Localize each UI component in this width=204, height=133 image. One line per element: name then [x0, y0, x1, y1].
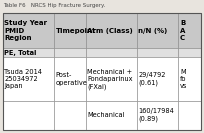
Bar	[86, 13, 137, 48]
Text: PE, Total: PE, Total	[4, 50, 37, 56]
Bar	[54, 57, 86, 101]
Bar	[178, 101, 201, 130]
Text: Mechanical +
Fondaparinux
(FXal): Mechanical + Fondaparinux (FXal)	[88, 69, 133, 90]
Text: 29/4792
(0.61): 29/4792 (0.61)	[139, 72, 166, 86]
Text: Arm (Class): Arm (Class)	[88, 28, 133, 34]
Bar	[54, 13, 86, 48]
Bar	[137, 101, 178, 130]
Bar	[86, 101, 137, 130]
Bar	[3, 13, 201, 130]
Bar	[137, 48, 178, 57]
Bar	[178, 48, 201, 57]
Bar	[178, 57, 201, 101]
Bar	[86, 57, 137, 101]
Bar	[54, 48, 86, 57]
Bar	[54, 101, 86, 130]
Bar	[137, 57, 178, 101]
Bar	[3, 101, 54, 130]
Bar	[137, 13, 178, 48]
Bar	[86, 48, 137, 57]
Text: Timepoint: Timepoint	[55, 28, 96, 34]
Text: n/N (%): n/N (%)	[139, 28, 168, 34]
Text: Table F6   NRCS Hip Fracture Surgery.: Table F6 NRCS Hip Fracture Surgery.	[3, 3, 105, 8]
Bar	[3, 57, 54, 101]
Bar	[178, 13, 201, 48]
Text: B
A
C: B A C	[180, 20, 185, 41]
Text: Post-
operative: Post- operative	[55, 72, 87, 86]
Text: Study Year
PMID
Region: Study Year PMID Region	[4, 20, 48, 41]
Text: 160/17984
(0.89): 160/17984 (0.89)	[139, 109, 174, 122]
Bar	[3, 13, 54, 48]
Text: Mechanical: Mechanical	[88, 112, 125, 118]
Bar	[3, 48, 54, 57]
Text: M
fo
vs: M fo vs	[180, 69, 187, 89]
Text: Tsuda 2014
25034972
Japan: Tsuda 2014 25034972 Japan	[4, 69, 42, 89]
